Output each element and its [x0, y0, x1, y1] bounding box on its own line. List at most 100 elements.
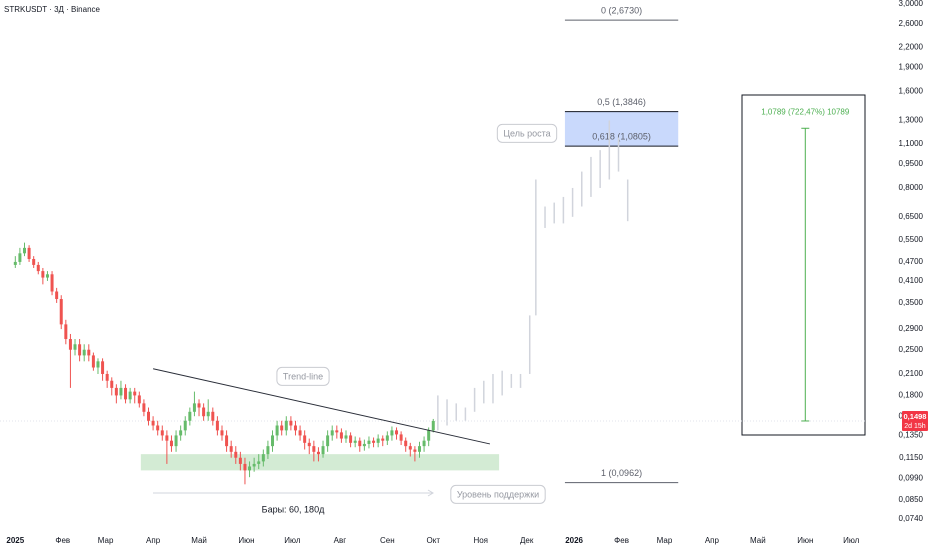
annotation: Trend-line	[283, 371, 323, 381]
candle-body	[202, 407, 206, 417]
candle-body	[252, 463, 256, 467]
annotation-box	[276, 366, 330, 386]
candle-body	[289, 420, 293, 426]
measure-box	[741, 94, 866, 436]
candle-body	[165, 435, 169, 441]
candle-body	[87, 349, 91, 356]
candle-body	[110, 380, 114, 388]
fib-label: 0,618 (1,0805)	[592, 132, 651, 142]
annotation-box	[496, 123, 558, 143]
candle-body	[82, 349, 86, 356]
candle-body	[431, 420, 435, 431]
trend-line	[152, 368, 491, 445]
candle-body	[128, 391, 132, 400]
candle-body	[174, 435, 178, 447]
candle-body	[91, 355, 95, 368]
candle-body	[339, 432, 343, 439]
y-tick-label: 0,1800	[899, 391, 924, 400]
candle-body	[55, 291, 59, 300]
candle-body	[50, 274, 54, 292]
annotation: Уровень поддержки	[457, 489, 539, 499]
candle-body	[183, 420, 187, 431]
candle-body	[298, 430, 302, 436]
measure-label: 1,0789 (722,47%) 10789	[761, 107, 850, 116]
candle-body	[349, 435, 353, 443]
x-tick-label: Ноя	[473, 536, 488, 545]
candle-body	[13, 261, 17, 265]
candle-body	[417, 446, 421, 452]
candle-body	[215, 420, 219, 431]
candle-body	[206, 411, 210, 417]
candle-body	[59, 299, 63, 325]
annotation-box	[450, 484, 546, 504]
candle-body	[114, 387, 118, 396]
x-tick-label: Апр	[705, 536, 720, 545]
y-tick-label: 0,0740	[899, 514, 924, 523]
candle-body	[248, 466, 252, 471]
y-tick-label: 0,0990	[899, 474, 924, 483]
x-tick-label: Июн	[238, 536, 254, 545]
candle-body	[238, 457, 242, 464]
candle-body	[321, 446, 325, 455]
candle-body	[427, 430, 431, 441]
candle-body	[395, 430, 399, 435]
candle-body	[96, 361, 100, 368]
candle-body	[422, 440, 426, 447]
x-tick-label: Май	[191, 536, 207, 545]
candle-body	[271, 435, 275, 447]
y-tick-label: 3,0000	[899, 0, 924, 8]
y-tick-label: 0,0850	[899, 495, 924, 504]
x-tick-label: Авг	[334, 536, 347, 545]
candle-body	[160, 430, 164, 436]
candle-body	[169, 440, 173, 447]
x-tick-label: Фев	[55, 536, 70, 545]
candle-body	[211, 411, 215, 421]
annotation: Цель роста	[503, 128, 550, 138]
candle-body	[124, 387, 128, 400]
y-tick-label: 0,4700	[899, 257, 924, 266]
candle-body	[275, 425, 279, 436]
candle-body	[197, 403, 201, 408]
candle-body	[192, 403, 196, 412]
annotation: Бары: 60, 180д	[262, 504, 325, 514]
candle-body	[381, 438, 385, 441]
candle-body	[225, 435, 229, 447]
candle-body	[18, 253, 22, 262]
candle-body	[156, 425, 160, 431]
candle-body	[385, 435, 389, 441]
target-zone	[564, 111, 679, 147]
x-tick-label: Фев	[614, 536, 629, 545]
y-tick-label: 2,6000	[899, 19, 924, 28]
candle-body	[36, 264, 40, 272]
y-tick-label: 0,9500	[899, 159, 924, 168]
x-tick-label: Сен	[380, 536, 395, 545]
candle-body	[119, 387, 123, 396]
candle-body	[376, 438, 380, 443]
candle-body	[303, 435, 307, 443]
candle-body	[335, 430, 339, 433]
y-tick-label: 0,2900	[899, 324, 924, 333]
y-tick-label: 0,1150	[899, 453, 923, 462]
candle-body	[316, 451, 320, 455]
y-tick-label: 0,5500	[899, 235, 924, 244]
candle-body	[27, 247, 31, 260]
price-tag-value: 0,1498	[904, 412, 927, 421]
candle-body	[45, 274, 49, 278]
x-tick-label: Май	[750, 536, 766, 545]
candle-body	[105, 373, 109, 381]
candle-body	[68, 339, 72, 350]
candle-body	[137, 395, 141, 404]
x-tick-label: Мар	[98, 536, 114, 545]
fib-label: 0,5 (1,3846)	[597, 97, 646, 107]
candle-body	[229, 446, 233, 452]
candle-body	[390, 430, 394, 436]
candle-body	[179, 430, 183, 436]
candle-body	[344, 435, 348, 439]
candle-body	[257, 461, 261, 464]
y-tick-label: 0,2100	[899, 369, 924, 378]
candle-body	[64, 324, 68, 340]
y-tick-label: 1,3000	[899, 116, 924, 125]
fib-label: 0 (2,6730)	[601, 6, 642, 16]
candle-body	[22, 247, 26, 254]
